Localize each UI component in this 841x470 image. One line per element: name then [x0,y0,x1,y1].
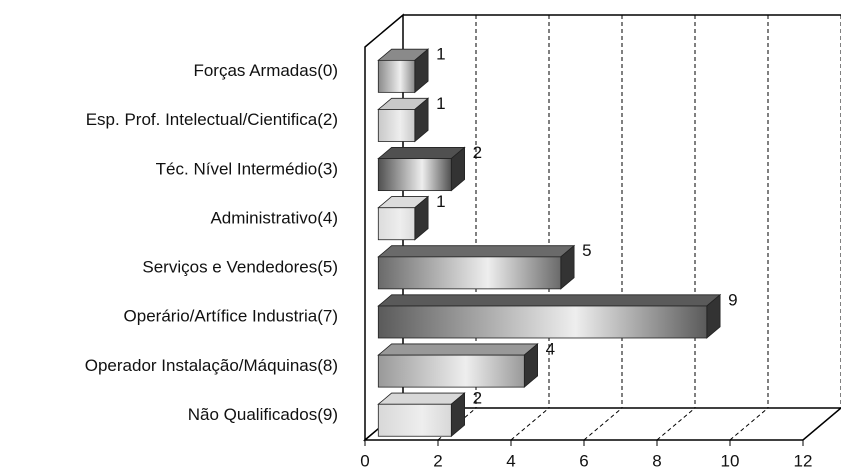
floor-grid-line [802,407,841,441]
y-tick-label: Téc. Nível Intermédio(3) [156,159,338,178]
value-label: 2 [473,389,482,408]
y-tick-label: Não Qualificados(9) [188,405,338,424]
x-tick-label: 10 [721,451,740,470]
x-tick-label: 2 [433,451,442,470]
bar [377,97,430,143]
value-label: 2 [473,143,482,162]
bar-face [377,256,562,290]
y-tick-label: Forças Armadas(0) [193,61,338,80]
floor-grid-line [729,407,769,441]
floor-grid-line [583,407,623,441]
bar-top [377,392,466,405]
floor-grid-line [656,407,696,441]
y-tick-label: Serviços e Vendedores(5) [142,258,338,277]
bar-face [377,354,525,388]
bar-face [377,59,416,93]
value-label: 1 [436,45,445,64]
value-label: 1 [436,192,445,211]
x-tick-label: 8 [652,451,661,470]
bar-face [377,403,452,437]
x-tick-label: 12 [794,451,813,470]
value-label: 9 [728,290,737,309]
value-label: 5 [582,241,591,260]
value-label: 4 [546,339,555,358]
bar [377,293,722,339]
bar [377,146,466,192]
y-tick-label: Esp. Prof. Intelectual/Cientifica(2) [86,110,338,129]
bar-top [377,343,539,356]
x-tick-label: 6 [579,451,588,470]
bar-face [377,207,416,241]
bar-top [377,245,576,258]
bar [377,48,430,94]
bar-face [377,109,416,142]
y-tick-label: Operário/Artífice Industria(7) [124,307,338,326]
bar [377,244,576,290]
bar-top [377,147,466,160]
bar [377,195,430,241]
x-tick-label: 0 [360,451,369,470]
y-tick-label: Administrativo(4) [210,208,338,227]
bar-face [377,158,452,192]
bar-face [377,305,708,339]
value-label: 1 [436,94,445,113]
floor-grid-line [510,407,550,441]
bar-top [377,294,722,307]
x-tick-label: 4 [506,451,515,470]
bar [377,343,539,388]
bar [377,392,466,438]
y-tick-label: Operador Instalação/Máquinas(8) [85,356,338,375]
